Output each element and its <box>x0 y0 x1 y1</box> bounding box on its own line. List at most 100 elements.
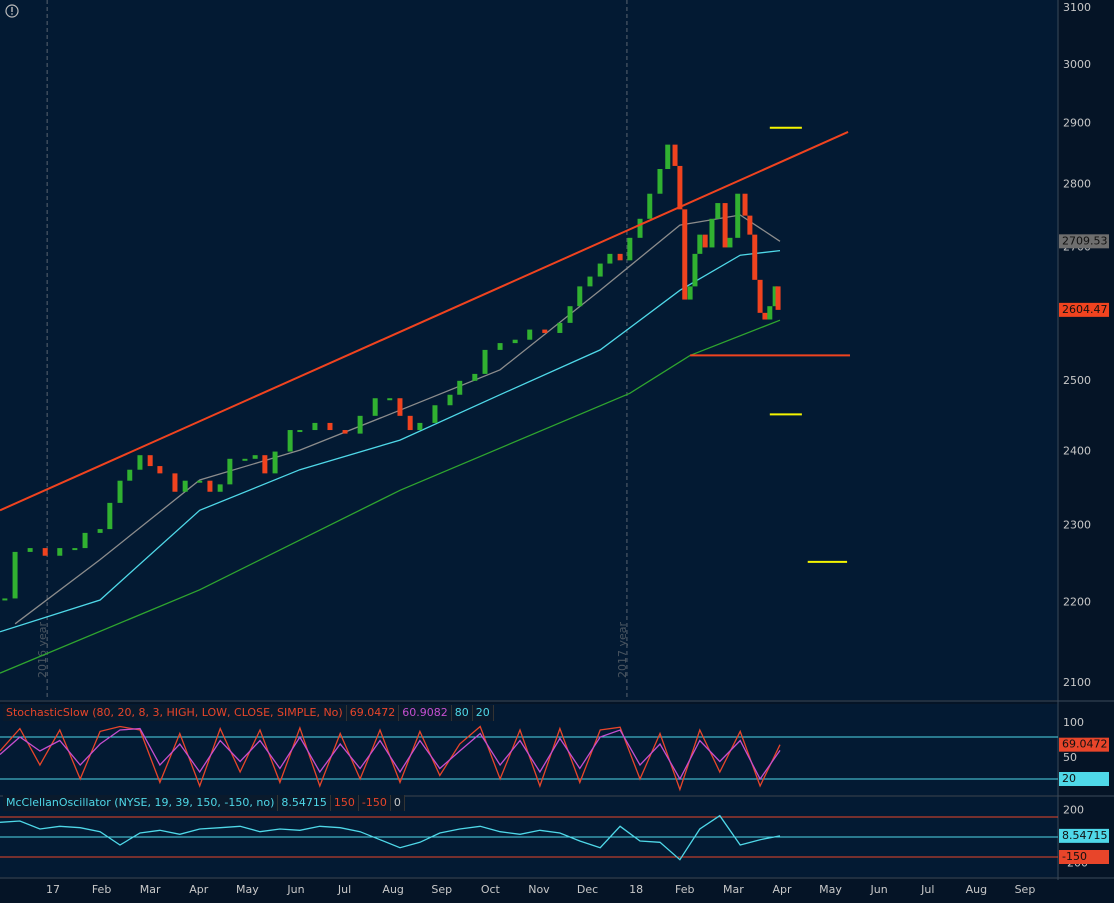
candle <box>542 329 548 333</box>
candle <box>57 548 63 556</box>
study-value: 8.54715 <box>278 795 331 811</box>
y-tick-label: 3100 <box>1063 1 1091 14</box>
x-tick-label: Aug <box>966 883 987 896</box>
value-badge-text: 8.54715 <box>1062 829 1108 842</box>
candle <box>697 234 703 254</box>
x-tick-label: Aug <box>382 883 403 896</box>
candle <box>735 193 741 238</box>
candle <box>72 548 78 551</box>
candle <box>417 422 423 431</box>
candle <box>692 253 698 287</box>
candle <box>262 455 268 474</box>
candle <box>767 306 773 320</box>
value-badge <box>1059 850 1109 864</box>
candle <box>617 253 623 261</box>
candle <box>557 322 563 333</box>
y-tick-label: 100 <box>1063 716 1084 729</box>
value-badge <box>1059 828 1109 843</box>
drawing-line <box>0 131 849 512</box>
y-tick-label: 50 <box>1063 751 1077 764</box>
candle <box>677 165 683 210</box>
x-tick-label: Jun <box>286 883 304 896</box>
study-level: 0 <box>390 795 405 811</box>
study-value: 60.9082 <box>399 705 452 721</box>
value-badge <box>1059 772 1109 786</box>
oscillator-line <box>0 727 781 781</box>
candle <box>512 339 518 344</box>
candle <box>432 405 438 423</box>
candle <box>107 502 113 530</box>
candle <box>482 349 488 374</box>
candle <box>665 144 671 169</box>
price-panel <box>0 0 1058 700</box>
year-marker-label: 2017 year <box>616 621 629 678</box>
candle <box>287 430 293 452</box>
study-level: 150 <box>330 795 359 811</box>
candle <box>709 218 715 248</box>
info-icon-bar <box>11 7 13 12</box>
candle <box>217 484 223 492</box>
candle <box>627 237 633 261</box>
x-tick-label: Feb <box>675 883 694 896</box>
study-level: 20 <box>472 705 494 721</box>
candle <box>182 480 188 492</box>
candle <box>687 286 693 300</box>
study-label[interactable]: McClellanOscillator (NYSE, 19, 39, 150, … <box>3 795 279 811</box>
study-value: 69.0472 <box>346 705 400 721</box>
candle <box>342 430 348 434</box>
candle <box>252 455 258 459</box>
candle <box>82 532 88 549</box>
y-tick-label: 200 <box>1063 803 1084 816</box>
study-label[interactable]: StochasticSlow (80, 20, 8, 3, HIGH, LOW,… <box>3 705 347 721</box>
info-icon-dot <box>11 13 13 15</box>
candle <box>457 380 463 395</box>
candle <box>527 329 533 340</box>
y-tick-label: 3000 <box>1063 58 1091 71</box>
x-tick-label: Sep <box>431 883 452 896</box>
x-tick-label: 17 <box>46 883 60 896</box>
value-badge-text: 20 <box>1062 772 1076 785</box>
candle <box>297 430 303 433</box>
candle <box>657 168 663 194</box>
y-tick-label: 2500 <box>1063 374 1091 387</box>
x-tick-label: Oct <box>481 883 501 896</box>
moving-average <box>0 249 781 633</box>
candle <box>327 422 333 431</box>
moving-average <box>0 319 781 674</box>
x-tick-label: May <box>819 883 842 896</box>
x-tick-label: Dec <box>577 883 598 896</box>
candle <box>772 286 778 307</box>
candle <box>272 451 278 474</box>
candle <box>397 398 403 416</box>
candle <box>472 373 478 381</box>
x-tick-label: Nov <box>528 883 550 896</box>
candle <box>357 415 363 434</box>
x-tick-label: Apr <box>189 883 209 896</box>
candle <box>147 455 153 467</box>
x-tick-label: May <box>236 883 259 896</box>
x-tick-label: Jul <box>920 883 934 896</box>
candle <box>12 551 18 599</box>
candle <box>722 203 728 248</box>
info-icon[interactable] <box>5 4 19 18</box>
candle <box>497 343 503 350</box>
candle <box>752 234 758 280</box>
candle <box>597 263 603 277</box>
study-level: -150 <box>358 795 391 811</box>
x-tick-label: Jun <box>870 883 888 896</box>
candle <box>757 279 763 313</box>
candle <box>447 394 453 406</box>
candle <box>742 193 748 216</box>
candle <box>727 237 733 248</box>
value-badge-text: 2709.53 <box>1062 234 1108 247</box>
mcclellan-header: McClellanOscillator (NYSE, 19, 39, 150, … <box>3 795 405 811</box>
y-tick-label: 2200 <box>1063 595 1091 608</box>
candle <box>312 422 318 431</box>
value-badge-text: -150 <box>1062 850 1087 863</box>
oscillator-line <box>0 814 781 861</box>
candle <box>747 215 753 235</box>
y-tick-label: 2100 <box>1063 676 1091 689</box>
value-badge-text: 69.0472 <box>1062 738 1108 751</box>
